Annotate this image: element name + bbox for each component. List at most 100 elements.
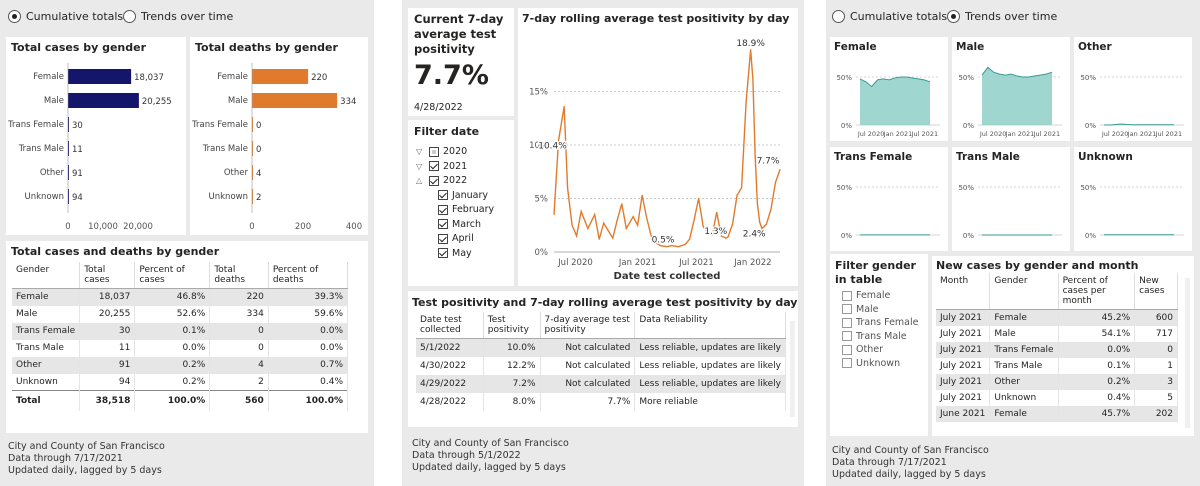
filter-item[interactable]: March (438, 219, 481, 230)
data-label: 94 (72, 193, 83, 203)
data-point (563, 105, 565, 108)
x-tick-label: Jul 2020 (979, 130, 1006, 138)
filter-item[interactable]: Other (842, 344, 883, 355)
column-header[interactable]: Percent of cases per month (1058, 273, 1136, 310)
data-point (621, 203, 623, 205)
column-header[interactable]: Total deaths (209, 262, 269, 289)
y-tick-label: 0% (1085, 232, 1096, 240)
table-cell: 46.8% (134, 288, 211, 306)
column-header[interactable]: Gender (12, 262, 81, 289)
filter-item[interactable]: February (438, 204, 494, 215)
data-point (641, 194, 643, 196)
bar (252, 189, 253, 204)
filter-item[interactable]: Male (842, 304, 879, 315)
column-header[interactable]: Month (936, 273, 991, 310)
filter-item[interactable]: January (438, 190, 488, 201)
data-point (571, 224, 573, 226)
filter-item[interactable]: Trans Female (842, 317, 918, 328)
column-header[interactable]: 7-day average test positivity (540, 312, 636, 339)
column-header[interactable]: Gender (989, 273, 1059, 310)
tick-label: 0 (249, 222, 254, 232)
table-cell: 100.0% (134, 390, 211, 411)
checkbox-icon[interactable] (842, 317, 852, 328)
data-point (761, 227, 763, 230)
checkbox-icon[interactable] (438, 204, 448, 215)
checkbox-icon[interactable] (438, 190, 448, 200)
checkbox-icon[interactable] (842, 304, 852, 314)
filter-item-label: March (452, 218, 481, 230)
column-header[interactable]: Percent of cases (134, 262, 211, 289)
checkbox-icon[interactable] (429, 146, 439, 157)
checkbox-icon[interactable] (842, 290, 852, 301)
filter-item[interactable]: Trans Male (842, 331, 907, 342)
chevron-icon[interactable]: ▽ (416, 147, 423, 156)
filter-item[interactable]: △ 2022 (416, 175, 467, 186)
checkbox-icon[interactable] (842, 358, 852, 368)
positivity-line-chart: 0% 5% 10% 15% Jul 2020 Jan 2021 Jul 2021 Jan 20… (529, 38, 781, 282)
bar (252, 165, 254, 180)
radio-cumulative[interactable]: Cumulative totals (832, 10, 947, 23)
filter-item[interactable]: May (438, 248, 472, 259)
positivity-chart-card: 7-day rolling average test positivity by… (518, 8, 798, 286)
column-header[interactable]: Percent of deaths (268, 262, 349, 289)
checkbox-icon[interactable] (438, 248, 448, 258)
filter-item-label: May (452, 247, 472, 259)
filter-item[interactable]: Female (842, 290, 890, 301)
filter-item-label: 2020 (443, 146, 468, 157)
table-cell: July 2021 (936, 389, 991, 406)
data-point (779, 169, 781, 171)
chevron-icon[interactable]: △ (416, 176, 423, 185)
column-header[interactable]: Data Reliability (634, 312, 786, 339)
data-point (765, 223, 768, 225)
filter-item[interactable]: ▽ 2021 (416, 161, 467, 172)
data-label: 1.3% (704, 227, 727, 237)
radio-label: Trends over time (965, 10, 1058, 23)
filter-item-label: 2021 (443, 160, 468, 172)
y-tick-label: 0% (841, 232, 852, 240)
table-cell: Other (12, 356, 81, 374)
checkbox-icon[interactable] (429, 175, 439, 186)
footer-line: Updated daily, lagged by 5 days (412, 462, 566, 473)
table-scrollbar[interactable] (790, 321, 795, 417)
column-header[interactable]: Test positivity (483, 312, 541, 339)
table-cell: 0.4% (1058, 389, 1136, 406)
checkbox-icon[interactable] (429, 161, 439, 171)
table-cell: 4/28/2022 (416, 392, 484, 411)
checkbox-icon[interactable] (842, 344, 852, 355)
small-multiple-title: Male (956, 41, 985, 53)
chart-title: 7-day rolling average test positivity by… (522, 12, 790, 25)
checkbox-icon[interactable] (842, 331, 852, 341)
data-point (698, 197, 700, 200)
column-header[interactable]: Date test collected (416, 312, 484, 339)
radio-trends[interactable]: Trends over time (123, 10, 233, 23)
radio-cumulative[interactable]: Cumulative totals (8, 10, 123, 23)
radio-trends[interactable]: Trends over time (947, 10, 1057, 23)
filter-item[interactable]: April (438, 233, 474, 244)
data-label: 7.7% (757, 157, 780, 167)
kpi-value: 7.7% (414, 60, 489, 91)
data-point (616, 219, 618, 221)
checkbox-icon[interactable] (438, 219, 448, 229)
data-point (756, 203, 758, 205)
category-label: Other (224, 168, 249, 178)
table-scrollbar[interactable] (1185, 278, 1190, 428)
column-header[interactable]: Total cases (79, 262, 136, 289)
table-cell: 91 (79, 356, 136, 374)
table-cell: Male (989, 325, 1059, 342)
filter-item[interactable]: ▽ 2020 (416, 146, 467, 157)
small-multiple-chart: 50% 0% Jul 2020 Jan 2021 Jul 2021 (958, 66, 1062, 138)
checkbox-icon[interactable] (438, 233, 448, 244)
table-row: July 2021 Male 54.1% 717 (936, 325, 1178, 342)
chevron-icon[interactable]: ▽ (416, 161, 423, 171)
monthly-cases-table-card: New cases by gender and month Month Gende… (932, 256, 1194, 436)
data-label: 2.4% (743, 229, 766, 239)
filter-title: Filter gender in table (835, 259, 916, 286)
tick-label: 0 (65, 222, 70, 232)
table-row: 4/28/2022 8.0% 7.7% More reliable (416, 392, 786, 411)
filter-item[interactable]: Unknown (842, 358, 900, 369)
column-header[interactable]: New cases (1134, 273, 1178, 310)
series-line (859, 76, 931, 88)
right-panel: Cumulative totals Trends over time Femal… (826, 0, 1200, 486)
table-cell: July 2021 (936, 325, 991, 342)
table-row: Other 91 0.2% 4 0.7% (12, 356, 349, 374)
